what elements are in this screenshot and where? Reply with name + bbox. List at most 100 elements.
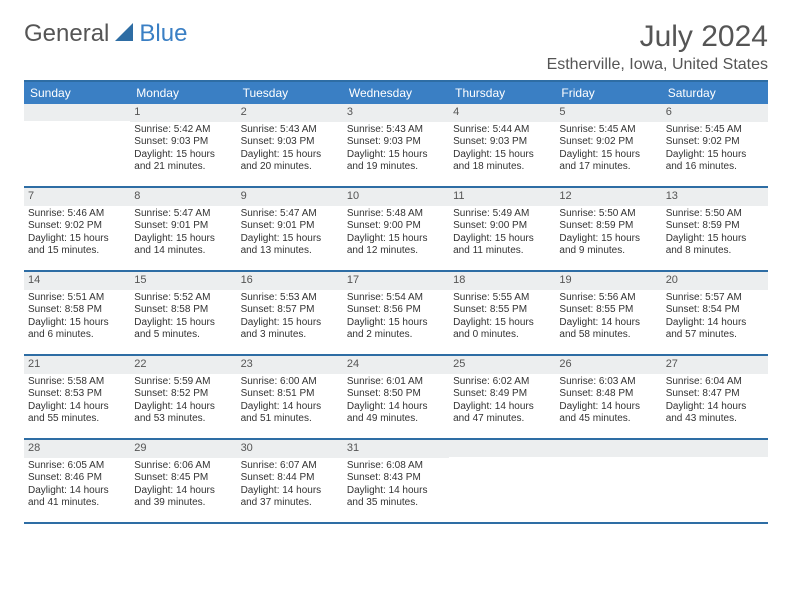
sunrise-text: Sunrise: 5:44 AM <box>453 124 551 137</box>
day-body: Sunrise: 5:47 AMSunset: 9:01 PMDaylight:… <box>237 206 343 262</box>
day-number <box>662 440 768 457</box>
daylight-line1: Daylight: 15 hours <box>453 233 551 246</box>
sunset-text: Sunset: 8:55 PM <box>559 304 657 317</box>
week-row: 28Sunrise: 6:05 AMSunset: 8:46 PMDayligh… <box>24 440 768 524</box>
day-number: 26 <box>555 356 661 374</box>
day-cell: 8Sunrise: 5:47 AMSunset: 9:01 PMDaylight… <box>130 188 236 270</box>
day-body: Sunrise: 5:49 AMSunset: 9:00 PMDaylight:… <box>449 206 555 262</box>
day-body: Sunrise: 5:55 AMSunset: 8:55 PMDaylight:… <box>449 290 555 346</box>
daylight-line1: Daylight: 14 hours <box>559 317 657 330</box>
day-cell: 9Sunrise: 5:47 AMSunset: 9:01 PMDaylight… <box>237 188 343 270</box>
title-block: July 2024 Estherville, Iowa, United Stat… <box>547 20 768 74</box>
daylight-line1: Daylight: 15 hours <box>453 317 551 330</box>
day-header: Sunday <box>24 82 130 104</box>
daylight-line1: Daylight: 14 hours <box>134 485 232 498</box>
sunset-text: Sunset: 9:02 PM <box>28 220 126 233</box>
sunrise-text: Sunrise: 6:05 AM <box>28 460 126 473</box>
day-number: 23 <box>237 356 343 374</box>
daylight-line1: Daylight: 14 hours <box>453 401 551 414</box>
day-cell: 5Sunrise: 5:45 AMSunset: 9:02 PMDaylight… <box>555 104 661 186</box>
sunrise-text: Sunrise: 5:50 AM <box>559 208 657 221</box>
day-number: 2 <box>237 104 343 122</box>
day-number: 31 <box>343 440 449 458</box>
day-cell: 17Sunrise: 5:54 AMSunset: 8:56 PMDayligh… <box>343 272 449 354</box>
daylight-line1: Daylight: 15 hours <box>28 233 126 246</box>
sunrise-text: Sunrise: 5:57 AM <box>666 292 764 305</box>
day-number: 16 <box>237 272 343 290</box>
day-cell: 22Sunrise: 5:59 AMSunset: 8:52 PMDayligh… <box>130 356 236 438</box>
daylight-line2: and 14 minutes. <box>134 245 232 258</box>
daylight-line1: Daylight: 15 hours <box>559 233 657 246</box>
sunrise-text: Sunrise: 5:45 AM <box>559 124 657 137</box>
day-cell: 2Sunrise: 5:43 AMSunset: 9:03 PMDaylight… <box>237 104 343 186</box>
sunrise-text: Sunrise: 6:04 AM <box>666 376 764 389</box>
sunrise-text: Sunrise: 5:46 AM <box>28 208 126 221</box>
day-cell <box>662 440 768 522</box>
sunset-text: Sunset: 8:59 PM <box>559 220 657 233</box>
day-number: 28 <box>24 440 130 458</box>
daylight-line1: Daylight: 15 hours <box>453 149 551 162</box>
daylight-line2: and 45 minutes. <box>559 413 657 426</box>
daylight-line2: and 9 minutes. <box>559 245 657 258</box>
day-header: Monday <box>130 82 236 104</box>
day-number: 4 <box>449 104 555 122</box>
page-header: General Blue July 2024 Estherville, Iowa… <box>24 20 768 74</box>
daylight-line1: Daylight: 15 hours <box>347 149 445 162</box>
day-cell: 13Sunrise: 5:50 AMSunset: 8:59 PMDayligh… <box>662 188 768 270</box>
day-cell: 15Sunrise: 5:52 AMSunset: 8:58 PMDayligh… <box>130 272 236 354</box>
day-body: Sunrise: 5:42 AMSunset: 9:03 PMDaylight:… <box>130 122 236 178</box>
sunset-text: Sunset: 9:03 PM <box>134 136 232 149</box>
day-cell: 20Sunrise: 5:57 AMSunset: 8:54 PMDayligh… <box>662 272 768 354</box>
day-cell: 19Sunrise: 5:56 AMSunset: 8:55 PMDayligh… <box>555 272 661 354</box>
daylight-line1: Daylight: 14 hours <box>347 401 445 414</box>
daylight-line2: and 39 minutes. <box>134 497 232 510</box>
day-cell: 26Sunrise: 6:03 AMSunset: 8:48 PMDayligh… <box>555 356 661 438</box>
daylight-line1: Daylight: 14 hours <box>241 401 339 414</box>
day-cell: 25Sunrise: 6:02 AMSunset: 8:49 PMDayligh… <box>449 356 555 438</box>
daylight-line1: Daylight: 15 hours <box>134 317 232 330</box>
daylight-line2: and 8 minutes. <box>666 245 764 258</box>
sunrise-text: Sunrise: 6:00 AM <box>241 376 339 389</box>
day-body: Sunrise: 5:48 AMSunset: 9:00 PMDaylight:… <box>343 206 449 262</box>
day-cell: 29Sunrise: 6:06 AMSunset: 8:45 PMDayligh… <box>130 440 236 522</box>
day-body: Sunrise: 5:47 AMSunset: 9:01 PMDaylight:… <box>130 206 236 262</box>
day-number: 25 <box>449 356 555 374</box>
day-cell <box>24 104 130 186</box>
daylight-line1: Daylight: 15 hours <box>241 317 339 330</box>
sunset-text: Sunset: 8:54 PM <box>666 304 764 317</box>
sunrise-text: Sunrise: 5:56 AM <box>559 292 657 305</box>
sunset-text: Sunset: 8:52 PM <box>134 388 232 401</box>
sunrise-text: Sunrise: 5:47 AM <box>134 208 232 221</box>
daylight-line2: and 41 minutes. <box>28 497 126 510</box>
daylight-line2: and 20 minutes. <box>241 161 339 174</box>
calendar: SundayMondayTuesdayWednesdayThursdayFrid… <box>24 80 768 524</box>
day-header: Friday <box>555 82 661 104</box>
sunset-text: Sunset: 8:59 PM <box>666 220 764 233</box>
day-number: 29 <box>130 440 236 458</box>
day-body: Sunrise: 5:52 AMSunset: 8:58 PMDaylight:… <box>130 290 236 346</box>
day-body: Sunrise: 5:45 AMSunset: 9:02 PMDaylight:… <box>555 122 661 178</box>
daylight-line1: Daylight: 15 hours <box>347 233 445 246</box>
day-cell: 30Sunrise: 6:07 AMSunset: 8:44 PMDayligh… <box>237 440 343 522</box>
day-body: Sunrise: 5:50 AMSunset: 8:59 PMDaylight:… <box>662 206 768 262</box>
day-cell: 28Sunrise: 6:05 AMSunset: 8:46 PMDayligh… <box>24 440 130 522</box>
daylight-line1: Daylight: 14 hours <box>347 485 445 498</box>
day-cell: 16Sunrise: 5:53 AMSunset: 8:57 PMDayligh… <box>237 272 343 354</box>
month-title: July 2024 <box>547 20 768 54</box>
day-body: Sunrise: 5:59 AMSunset: 8:52 PMDaylight:… <box>130 374 236 430</box>
daylight-line2: and 49 minutes. <box>347 413 445 426</box>
daylight-line1: Daylight: 14 hours <box>241 485 339 498</box>
daylight-line2: and 17 minutes. <box>559 161 657 174</box>
sunrise-text: Sunrise: 5:52 AM <box>134 292 232 305</box>
daylight-line1: Daylight: 14 hours <box>28 401 126 414</box>
daylight-line1: Daylight: 14 hours <box>559 401 657 414</box>
sunrise-text: Sunrise: 6:06 AM <box>134 460 232 473</box>
sunset-text: Sunset: 9:00 PM <box>347 220 445 233</box>
day-body: Sunrise: 5:58 AMSunset: 8:53 PMDaylight:… <box>24 374 130 430</box>
daylight-line2: and 35 minutes. <box>347 497 445 510</box>
daylight-line1: Daylight: 15 hours <box>134 233 232 246</box>
day-cell: 7Sunrise: 5:46 AMSunset: 9:02 PMDaylight… <box>24 188 130 270</box>
sunrise-text: Sunrise: 5:51 AM <box>28 292 126 305</box>
day-number: 17 <box>343 272 449 290</box>
day-cell: 4Sunrise: 5:44 AMSunset: 9:03 PMDaylight… <box>449 104 555 186</box>
